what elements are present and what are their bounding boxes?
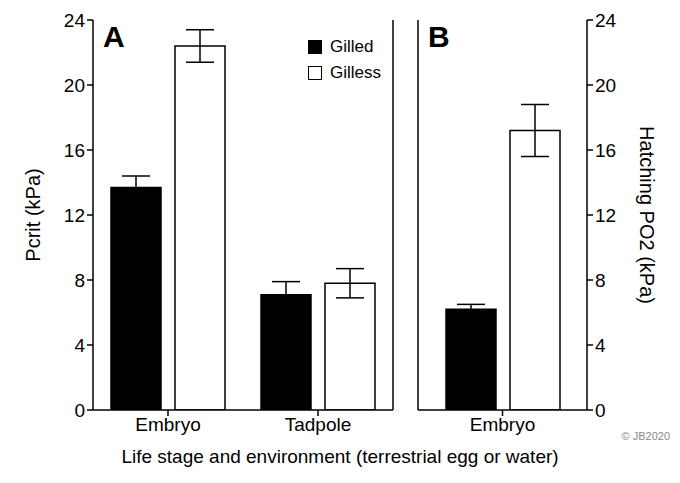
svg-text:Embryo: Embryo [135, 414, 200, 435]
svg-text:0: 0 [595, 400, 606, 421]
svg-text:16: 16 [595, 140, 616, 161]
svg-text:Tadpole: Tadpole [285, 414, 352, 435]
svg-text:Hatching PO2 (kPa): Hatching PO2 (kPa) [636, 126, 657, 304]
html-text:Gilless: Gilless [330, 63, 381, 82]
svg-text:20: 20 [64, 75, 85, 96]
svg-text:24: 24 [64, 10, 86, 31]
svg-text:0: 0 [74, 400, 85, 421]
svg-text:20: 20 [595, 75, 616, 96]
svg-text:8: 8 [595, 270, 606, 291]
svg-text:8: 8 [74, 270, 85, 291]
html-text:B: B [428, 20, 450, 53]
html-text:A: A [103, 20, 125, 53]
html-text:Life stage and environment (te: Life stage and environment (terrestrial … [121, 446, 559, 467]
html-text:Gilled: Gilled [330, 37, 374, 56]
svg-text:4: 4 [74, 335, 85, 356]
svg-text:4: 4 [595, 335, 606, 356]
html-text:© JB2020: © JB2020 [621, 430, 670, 442]
svg-text:16: 16 [64, 140, 85, 161]
svg-text:Pcrit (kPa): Pcrit (kPa) [22, 168, 44, 261]
svg-text:24: 24 [595, 10, 617, 31]
svg-text:Embryo: Embryo [470, 414, 535, 435]
svg-text:12: 12 [64, 205, 85, 226]
svg-text:12: 12 [595, 205, 616, 226]
